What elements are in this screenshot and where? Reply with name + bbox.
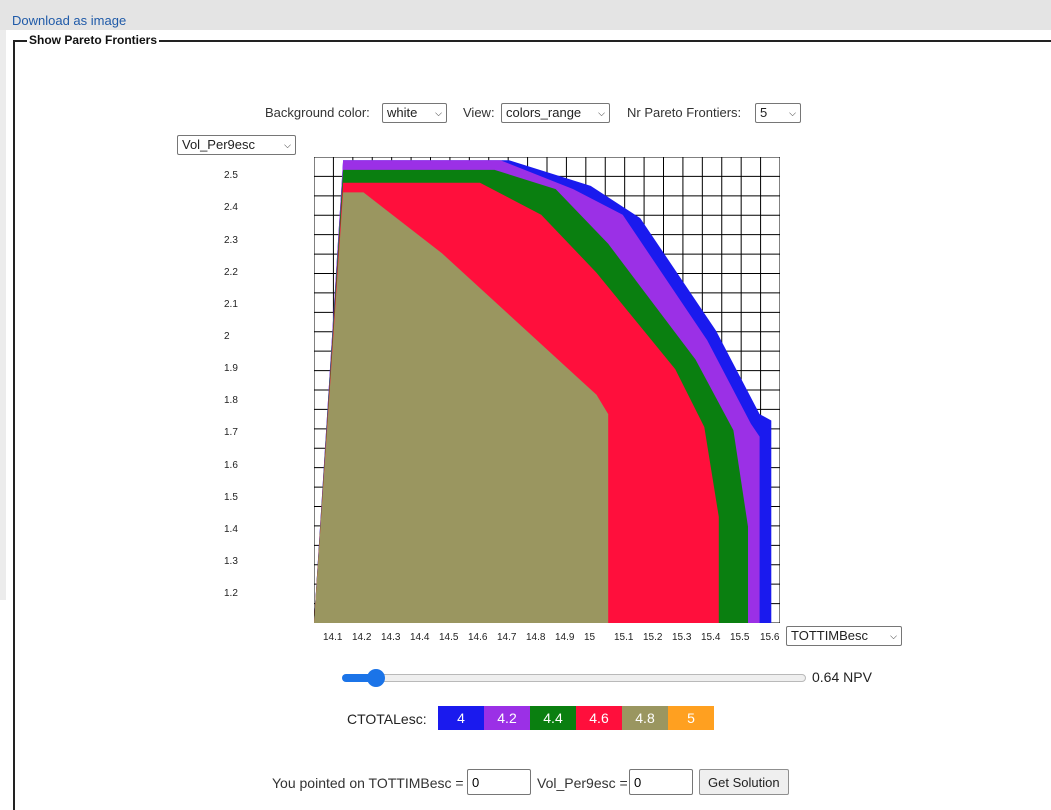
y-axis-value: Vol_Per9esc	[182, 137, 255, 152]
npv-slider-track[interactable]	[344, 674, 806, 682]
chevron-down-icon: ⌵	[890, 631, 897, 641]
legend-swatch[interactable]: 5	[668, 706, 714, 730]
x-axis-select[interactable]: TOTTIMBesc ⌵	[786, 626, 902, 646]
x-axis-value: TOTTIMBesc	[791, 628, 869, 643]
y-tick-label: 2.4	[224, 202, 238, 214]
x-tick-label: 15	[584, 632, 596, 643]
y-tick-label: 2	[224, 330, 230, 342]
bg-color-value: white	[387, 105, 418, 120]
x-tick-label: 15.1	[614, 632, 634, 643]
y-tick-label: 1.2	[224, 588, 238, 600]
npv-slider-fill	[342, 674, 377, 682]
npv-slider-thumb[interactable]	[367, 669, 386, 687]
x-tick-label: 14.1	[323, 632, 343, 643]
x-tick-label: 14.3	[381, 632, 401, 643]
pointer-x-label: You pointed on TOTTIMBesc =	[272, 775, 464, 791]
y-tick-label: 2.3	[224, 234, 238, 246]
pointer-x-input[interactable]	[467, 769, 531, 795]
pareto-frontier-area-4-8	[314, 192, 609, 623]
x-tick-label: 15.5	[730, 632, 750, 643]
x-tick-label: 15.4	[701, 632, 721, 643]
y-tick-label: 1.5	[224, 491, 238, 503]
panel-title: Show Pareto Frontiers	[27, 33, 160, 47]
pointer-y-label: Vol_Per9esc =	[537, 775, 628, 791]
legend-swatch[interactable]: 4.4	[530, 706, 576, 730]
legend-swatch[interactable]: 4.8	[622, 706, 668, 730]
left-strip	[0, 30, 6, 600]
x-tick-label: 14.7	[497, 632, 517, 643]
chevron-down-icon: ⌵	[284, 140, 291, 150]
pareto-chart[interactable]	[314, 157, 780, 623]
view-value: colors_range	[506, 105, 582, 120]
y-tick-label: 1.6	[224, 459, 238, 471]
x-tick-label: 15.6	[760, 632, 780, 643]
x-tick-label: 14.6	[468, 632, 488, 643]
y-axis-select[interactable]: Vol_Per9esc ⌵	[177, 135, 296, 155]
y-tick-label: 1.3	[224, 555, 238, 567]
chevron-down-icon: ⌵	[598, 108, 605, 118]
legend-swatch[interactable]: 4	[438, 706, 484, 730]
y-tick-label: 1.4	[224, 523, 238, 535]
slider-value: 0.64 NPV	[812, 669, 872, 685]
nr-frontiers-label: Nr Pareto Frontiers:	[627, 105, 742, 120]
y-tick-label: 1.9	[224, 363, 238, 375]
y-tick-label: 1.7	[224, 427, 238, 439]
x-tick-label: 14.8	[526, 632, 546, 643]
legend-swatch[interactable]: 4.2	[484, 706, 530, 730]
x-tick-label: 15.2	[643, 632, 663, 643]
legend-label: CTOTALesc:	[347, 711, 427, 727]
y-tick-label: 1.8	[224, 395, 238, 407]
x-tick-label: 14.5	[439, 632, 459, 643]
chevron-down-icon: ⌵	[789, 108, 796, 118]
pointer-y-input[interactable]	[629, 769, 693, 795]
legend-swatch[interactable]: 4.6	[576, 706, 622, 730]
y-tick-label: 2.2	[224, 266, 238, 278]
y-tick-label: 2.5	[224, 170, 238, 182]
nr-frontiers-select[interactable]: 5 ⌵	[755, 103, 801, 123]
x-tick-label: 14.2	[352, 632, 372, 643]
view-label: View:	[463, 105, 495, 120]
top-bar	[0, 0, 1051, 30]
bg-color-select[interactable]: white ⌵	[382, 103, 447, 123]
bg-color-label: Background color:	[265, 105, 370, 120]
download-image-link[interactable]: Download as image	[12, 13, 127, 28]
x-tick-label: 14.9	[555, 632, 575, 643]
chevron-down-icon: ⌵	[435, 108, 442, 118]
view-select[interactable]: colors_range ⌵	[501, 103, 610, 123]
y-tick-label: 2.1	[224, 298, 238, 310]
x-tick-label: 14.4	[410, 632, 430, 643]
get-solution-button[interactable]: Get Solution	[699, 769, 789, 795]
x-tick-label: 15.3	[672, 632, 692, 643]
nr-frontiers-value: 5	[760, 105, 768, 120]
